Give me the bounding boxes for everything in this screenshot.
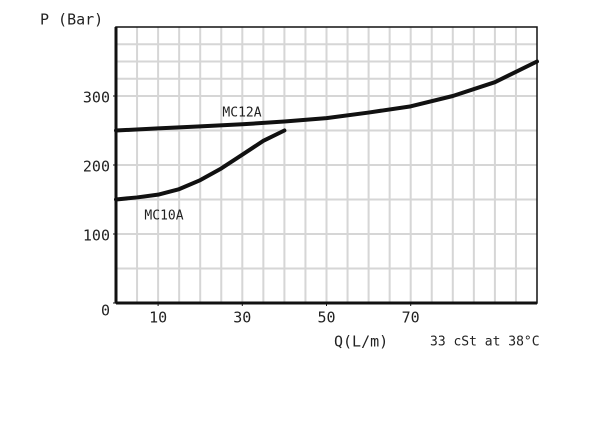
y-tick-label: 0 <box>101 302 110 320</box>
note: 33 cSt at 38°C <box>430 335 540 350</box>
y-tick-label: 300 <box>83 89 110 107</box>
y-tick-label: 200 <box>83 158 110 176</box>
series-line <box>114 59 539 133</box>
y-tick-label: 100 <box>83 227 110 245</box>
series-label: MC10A <box>144 209 183 224</box>
y-axis-label: P (Bar) <box>40 11 103 29</box>
x-tick-label: 10 <box>149 309 167 327</box>
x-tick-label: 50 <box>317 309 335 327</box>
x-tick-label: 30 <box>233 309 251 327</box>
x-axis-label: Q(L/m) <box>334 333 388 351</box>
series-label: MC12A <box>222 106 261 121</box>
series-line <box>114 128 287 202</box>
x-tick-label: 70 <box>402 309 420 327</box>
